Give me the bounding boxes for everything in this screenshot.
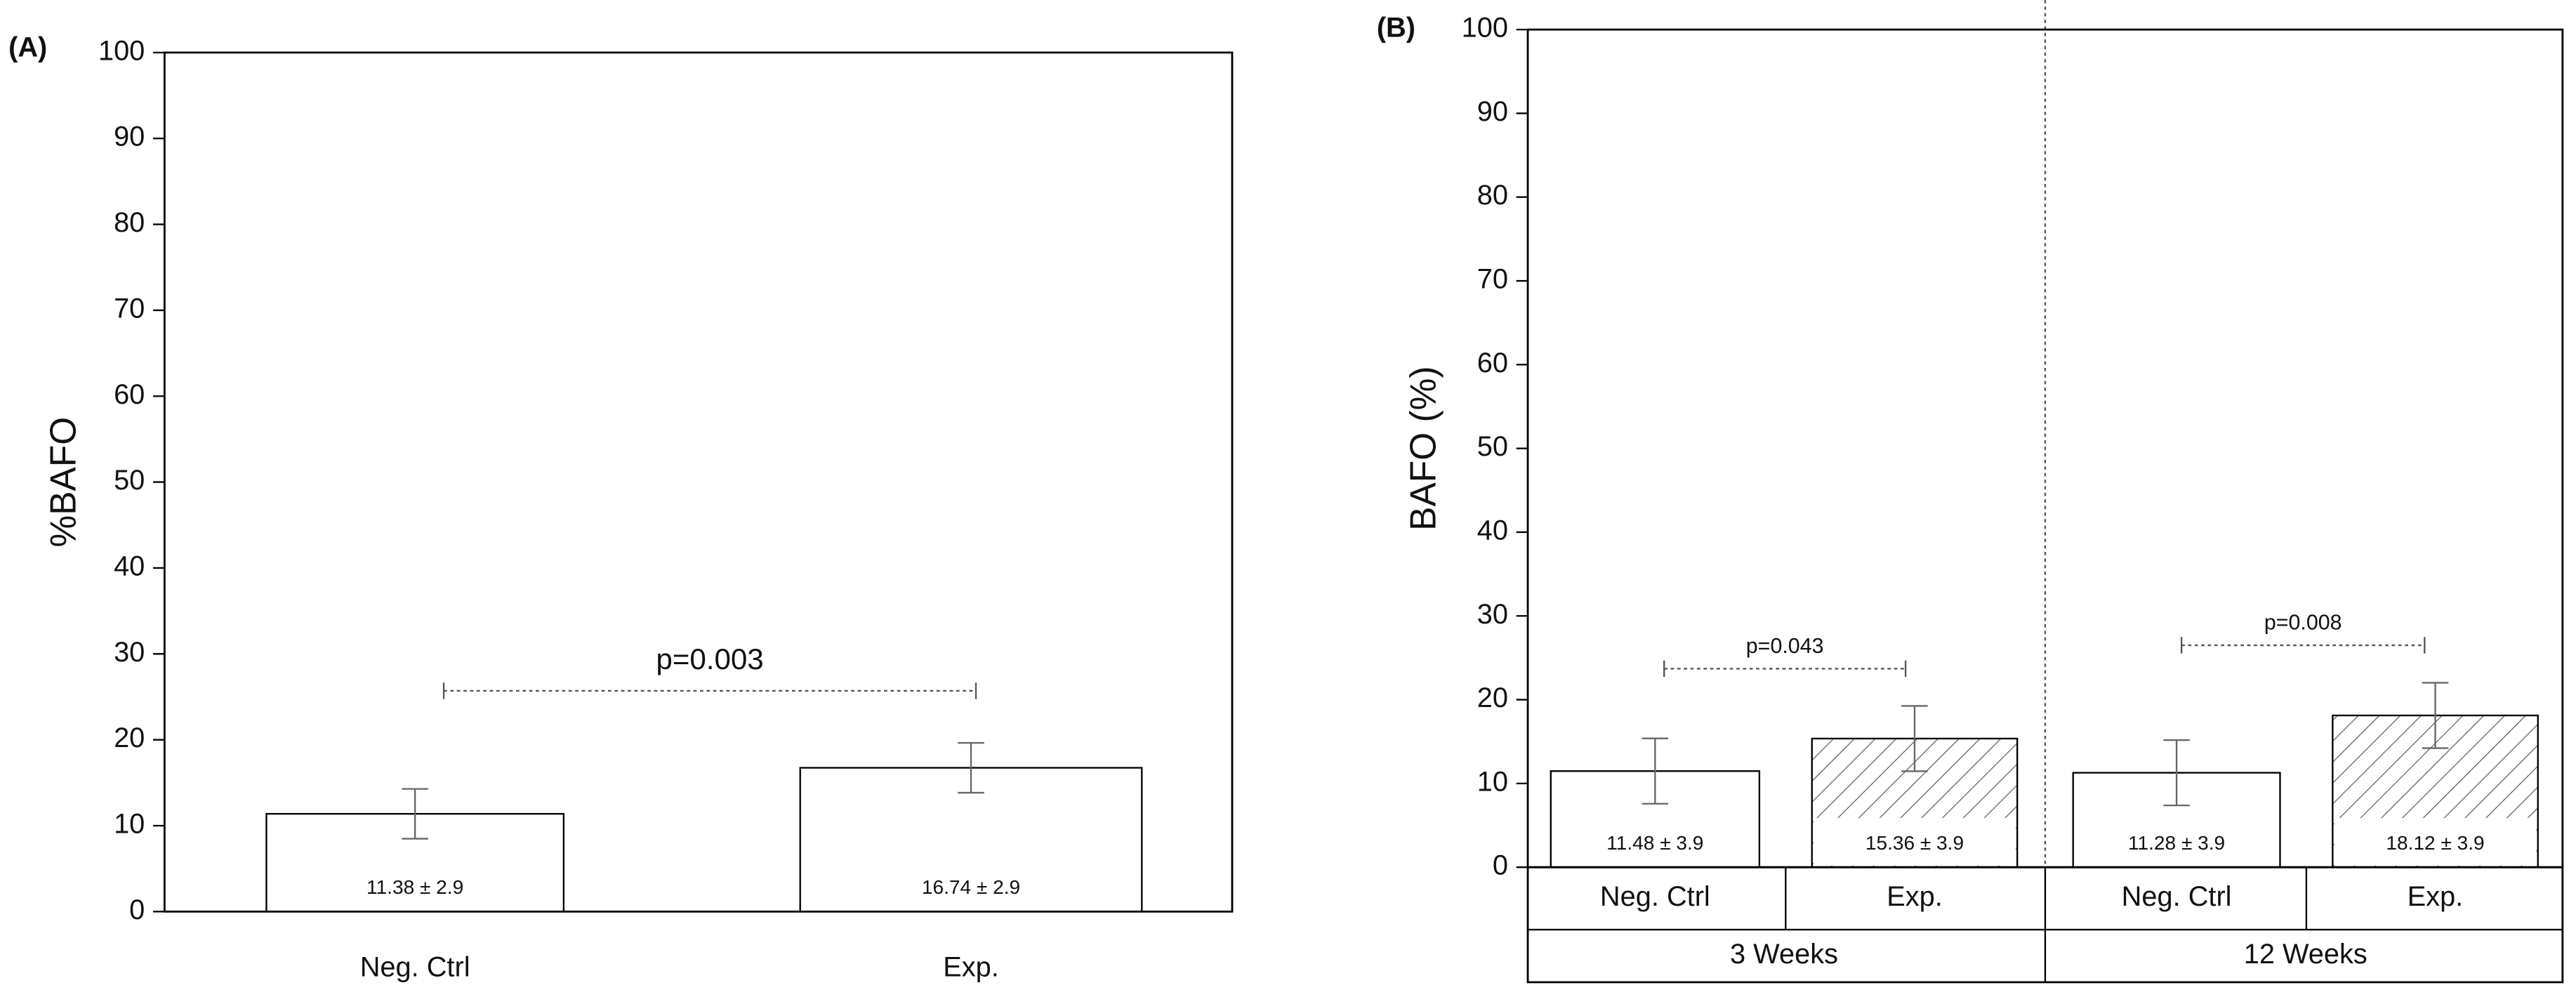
- y-tick-label: 70: [114, 293, 145, 324]
- y-tick-label: 60: [114, 379, 145, 410]
- panel-label: (B): [1377, 13, 1415, 44]
- y-tick-label: 30: [1477, 599, 1508, 630]
- x-tick-label: Exp.: [943, 952, 999, 983]
- value-label: 16.74 ± 2.9: [922, 876, 1020, 898]
- y-tick-label: 20: [114, 722, 145, 753]
- x-tick-label: Neg. Ctrl: [360, 952, 470, 983]
- value-label: 11.38 ± 2.9: [366, 876, 463, 898]
- p-value: p=0.008: [2264, 611, 2342, 635]
- x-tick-label: Neg. Ctrl: [2122, 881, 2232, 912]
- y-tick-label: 70: [1477, 264, 1508, 295]
- group-label: 3 Weeks: [1730, 939, 1838, 970]
- y-tick-label: 40: [114, 550, 145, 581]
- p-value: p=0.043: [1746, 634, 1824, 658]
- y-tick-label: 50: [114, 465, 145, 496]
- y-tick-label: 0: [1493, 850, 1508, 881]
- y-tick-label: 80: [114, 207, 145, 238]
- value-label: 18.12 ± 3.9: [2386, 832, 2484, 854]
- y-tick-label: 10: [1477, 766, 1508, 797]
- plot-frame: [163, 51, 1234, 913]
- value-label: 11.28 ± 3.9: [2128, 832, 2225, 854]
- x-tick-label: Neg. Ctrl: [1600, 881, 1710, 912]
- panel-label: (A): [8, 32, 47, 63]
- y-axis-label: %BAFO: [43, 417, 84, 548]
- x-tick-label: Exp.: [2407, 881, 2464, 912]
- y-tick-label: 80: [1477, 180, 1508, 211]
- y-tick-label: 50: [1477, 431, 1508, 462]
- label-backdrop: [2334, 818, 2537, 866]
- y-tick-label: 90: [1477, 96, 1508, 127]
- y-tick-label: 90: [114, 121, 145, 152]
- group-label: 12 Weeks: [2244, 939, 2367, 970]
- y-tick-label: 30: [114, 637, 145, 668]
- y-tick-label: 100: [1462, 13, 1508, 44]
- p-value: p=0.003: [656, 642, 763, 675]
- y-tick-label: 100: [98, 35, 145, 66]
- y-tick-label: 10: [114, 809, 145, 840]
- x-tick-label: Exp.: [1887, 881, 1943, 912]
- y-axis-label: BAFO (%): [1403, 366, 1444, 530]
- y-tick-label: 60: [1477, 348, 1508, 378]
- label-backdrop: [1814, 818, 2016, 866]
- value-label: 11.48 ± 3.9: [1606, 832, 1703, 854]
- value-label: 15.36 ± 3.9: [1865, 832, 1964, 854]
- y-tick-label: 0: [129, 894, 145, 925]
- y-tick-label: 20: [1477, 682, 1508, 713]
- y-tick-label: 40: [1477, 515, 1508, 546]
